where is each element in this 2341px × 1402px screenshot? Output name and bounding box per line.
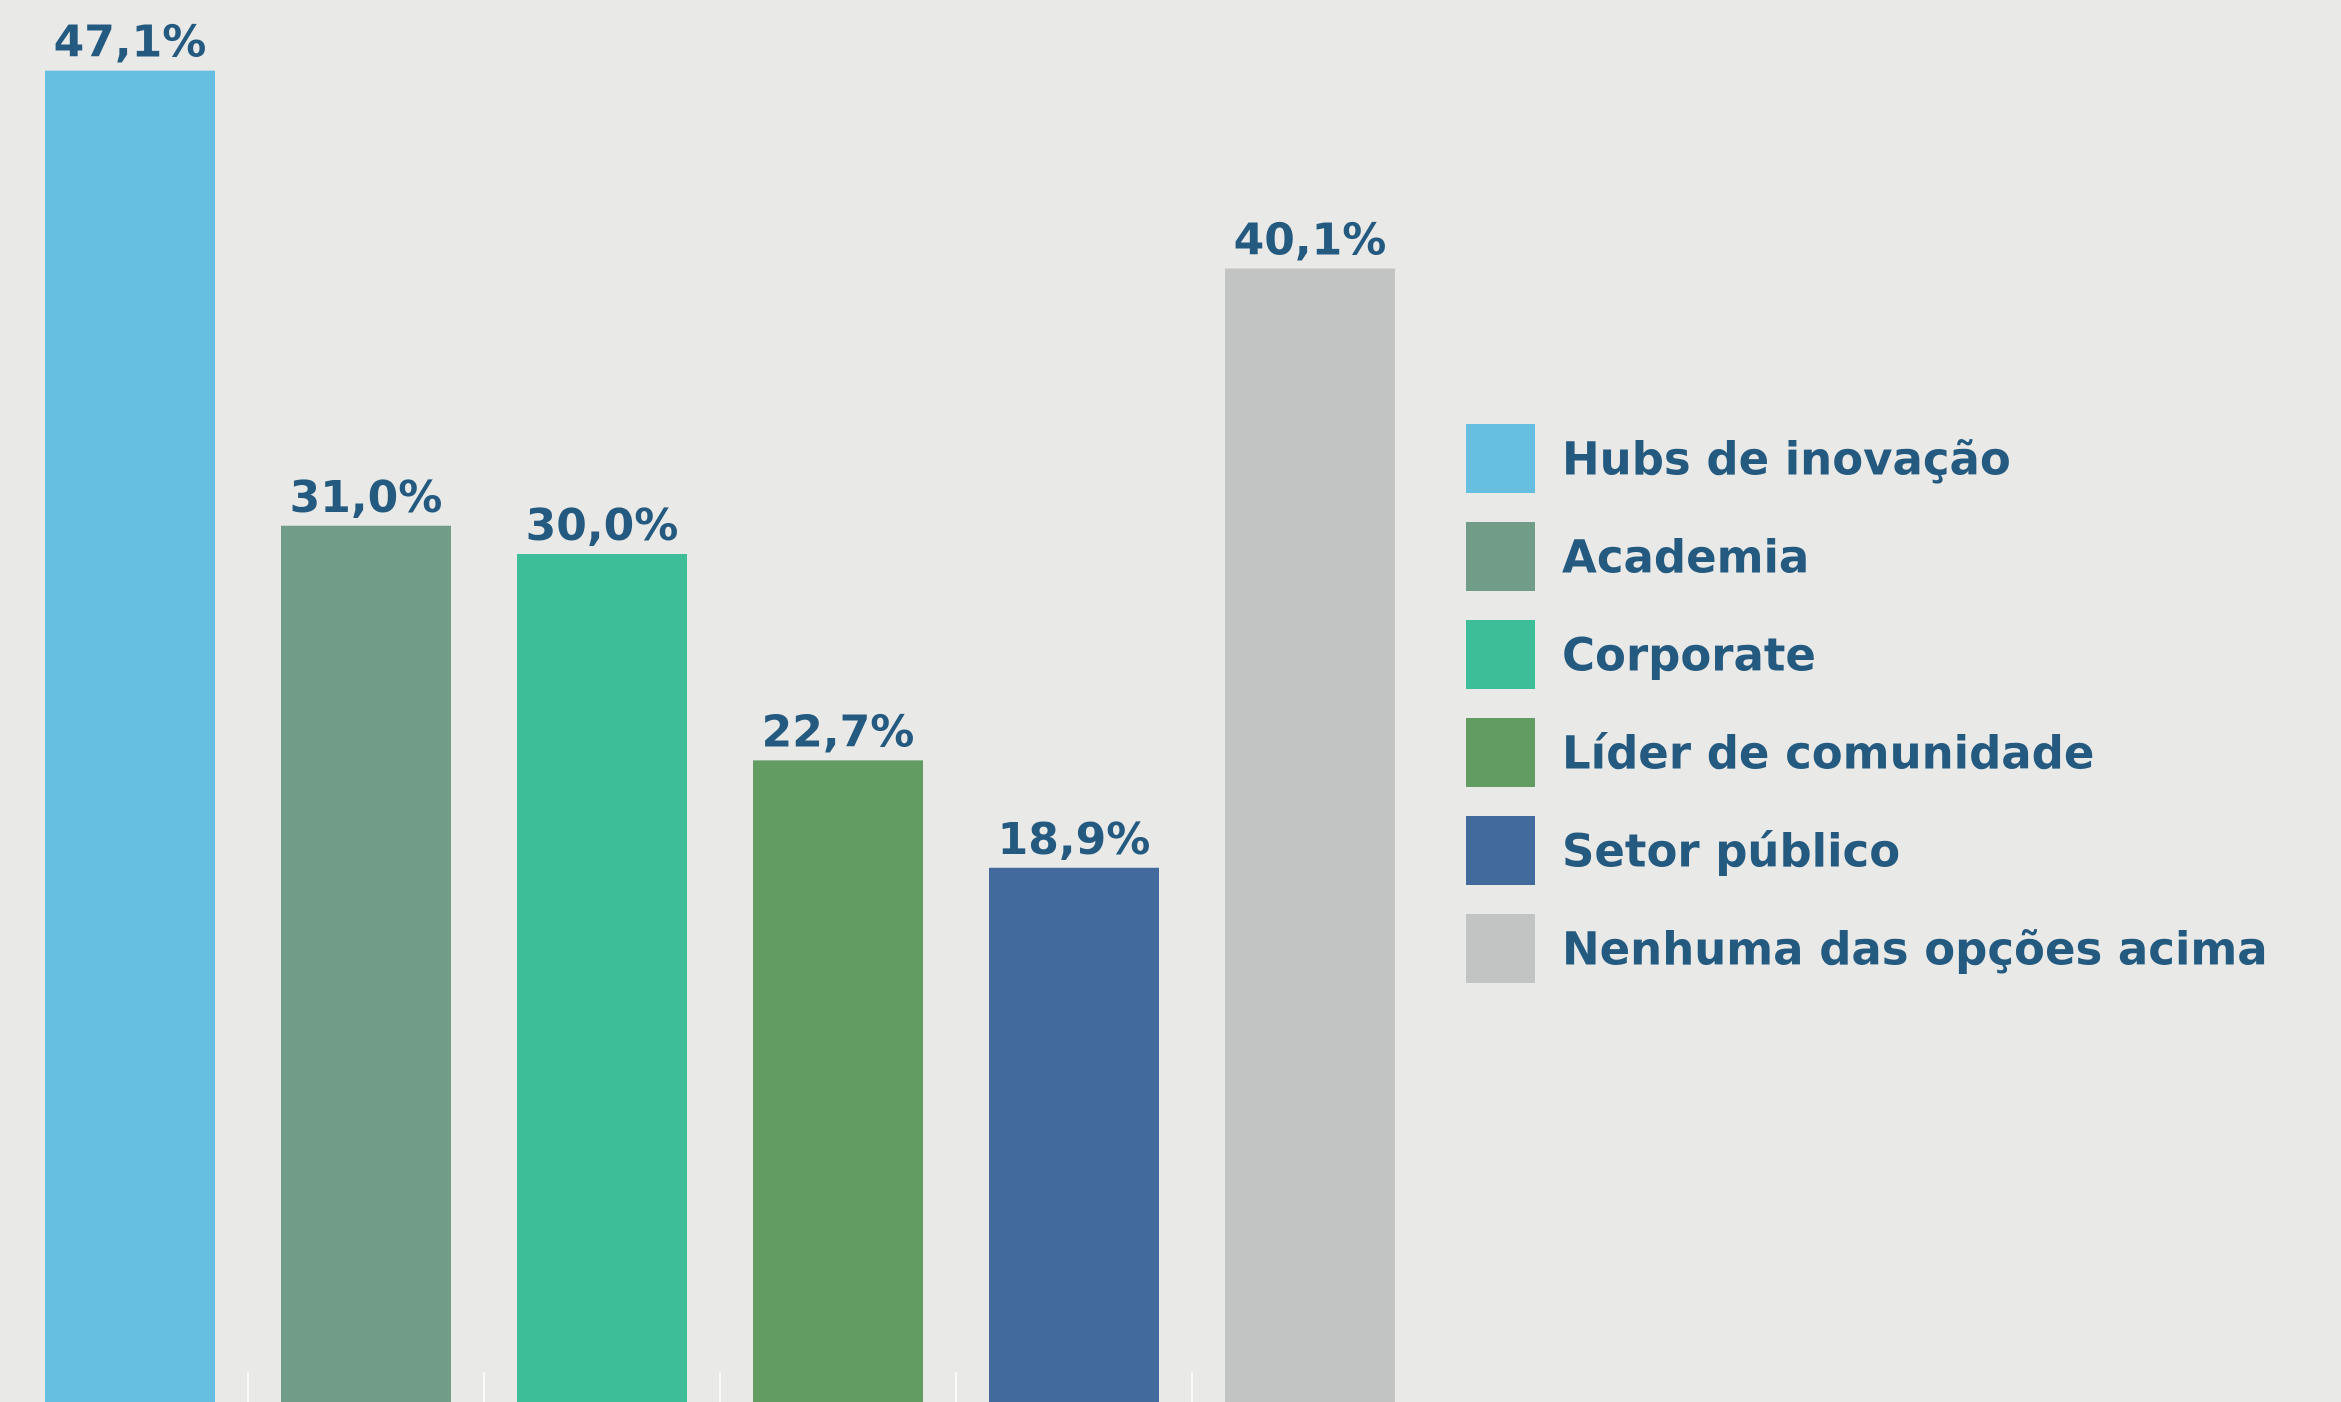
data-label: 30,0%	[526, 500, 679, 551]
bar	[517, 554, 687, 1402]
data-label: 40,1%	[1234, 215, 1387, 266]
legend-label: Líder de comunidade	[1562, 727, 2094, 780]
bar	[281, 525, 451, 1402]
legend-label: Hubs de inovação	[1562, 433, 2011, 486]
bar	[1225, 268, 1395, 1402]
bar	[45, 70, 215, 1402]
legend-label: Corporate	[1562, 629, 1816, 682]
data-label: 18,9%	[998, 814, 1151, 865]
data-label: 47,1%	[54, 17, 207, 68]
legend-label: Nenhuma das opções acima	[1562, 923, 2268, 976]
legend-swatch	[1466, 914, 1535, 983]
bar	[989, 867, 1159, 1402]
data-label: 22,7%	[762, 706, 915, 757]
data-label: 31,0%	[290, 472, 443, 523]
legend-swatch	[1466, 816, 1535, 885]
legend-swatch	[1466, 424, 1535, 493]
legend-label: Academia	[1562, 531, 1809, 584]
bar	[753, 760, 923, 1402]
legend-label: Setor público	[1562, 825, 1900, 878]
legend-swatch	[1466, 522, 1535, 591]
legend-swatch	[1466, 718, 1535, 787]
legend-swatch	[1466, 620, 1535, 689]
